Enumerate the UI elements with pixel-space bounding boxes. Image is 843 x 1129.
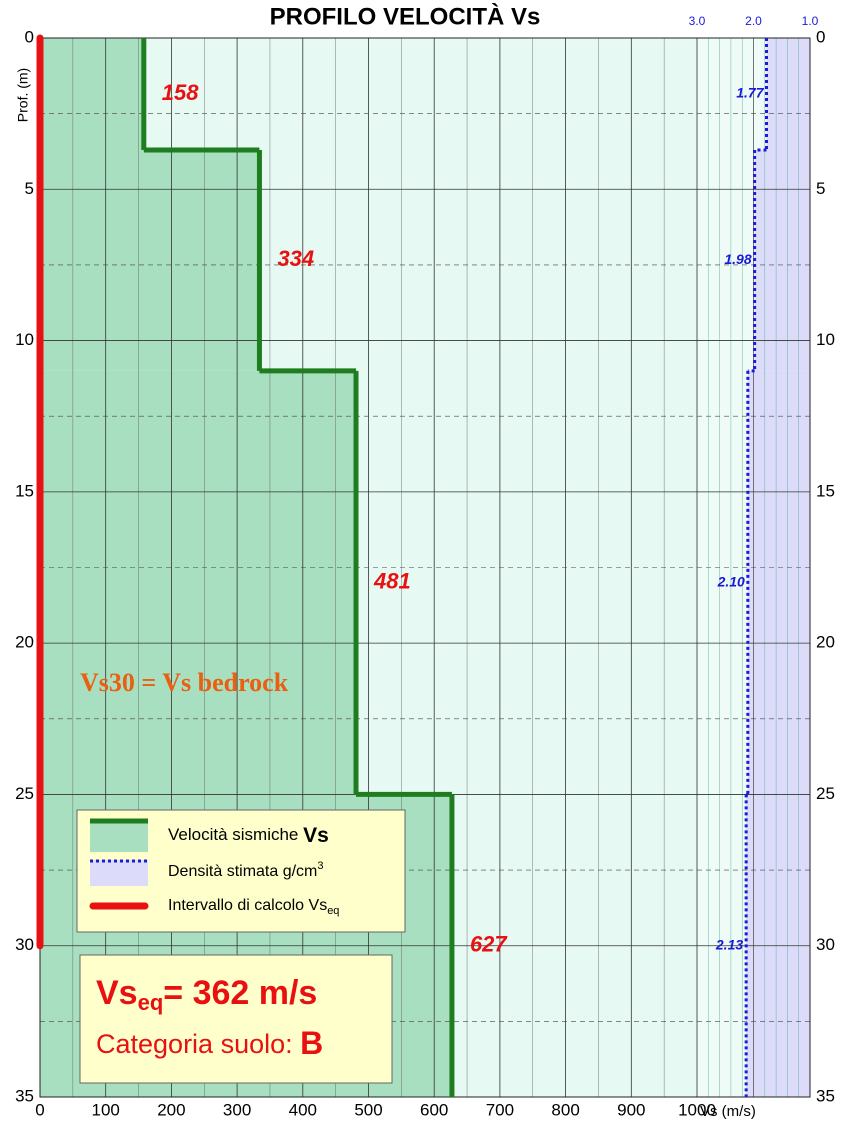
y-tick-label-right: 15: [816, 481, 835, 500]
x-tick-label: 500: [354, 1100, 382, 1119]
x-tick-label: 900: [617, 1100, 645, 1119]
annotation: Vs30 = Vs bedrock: [80, 668, 289, 697]
y-tick-label: 35: [15, 1086, 34, 1105]
result-box: [79, 954, 393, 1084]
vs-label: 627: [470, 932, 508, 957]
x-tick-label: 700: [486, 1100, 514, 1119]
result-value: Vseq= 362 m/s: [96, 974, 317, 1015]
result-sub: eq: [138, 990, 164, 1015]
result-category: Categoria suolo: B: [96, 1025, 323, 1061]
legend-text-bold: Vs: [303, 824, 329, 847]
x-tick-label: 600: [420, 1100, 448, 1119]
vs-label: 158: [162, 80, 199, 105]
y-tick-label-right: 10: [816, 330, 835, 349]
legend-entry: Intervallo di calcolo Vseq: [168, 897, 339, 917]
y-tick-label: 30: [15, 935, 34, 954]
legend-sub: eq: [327, 905, 339, 917]
vs-area: [40, 149, 260, 371]
y-tick-label-right: 35: [816, 1086, 835, 1105]
legend-sup: 3: [317, 860, 323, 872]
x2-tick-label: 2.0: [745, 14, 762, 28]
density-area: [747, 370, 810, 795]
vs-label: 334: [277, 246, 314, 271]
x-tick-label: 400: [289, 1100, 317, 1119]
y-tick-label: 15: [15, 481, 34, 500]
density-area: [754, 149, 810, 371]
density-label: 2.10: [717, 573, 745, 589]
legend-text: Densità stimata g/cm: [168, 863, 317, 880]
legend-swatch: [90, 820, 148, 852]
y-tick-label-right: 20: [816, 633, 835, 652]
category-label: Categoria suolo:: [96, 1029, 300, 1059]
y-tick-label-right: 5: [816, 179, 825, 198]
y-tick-label-right: 30: [816, 935, 835, 954]
density-area: [766, 38, 810, 150]
vs-area: [40, 370, 357, 795]
result-text: = 362 m/s: [163, 974, 317, 1012]
y-axis-label: Prof. (m): [15, 68, 31, 122]
y-tick-label: 20: [15, 633, 34, 652]
vs-label: 481: [373, 568, 411, 593]
x-tick-label: 300: [223, 1100, 251, 1119]
y-tick-label-right: 0: [816, 27, 825, 46]
x2-tick-label: 3.0: [689, 14, 706, 28]
x-tick-label: 800: [551, 1100, 579, 1119]
y-tick-label: 25: [15, 784, 34, 803]
y-tick-label: 10: [15, 330, 34, 349]
y-tick-label: 0: [25, 27, 34, 46]
density-label: 2.13: [715, 936, 743, 952]
chart-title: PROFILO VELOCITÀ Vs: [270, 2, 541, 30]
density-label: 1.77: [736, 85, 764, 101]
y-tick-label: 5: [25, 179, 34, 198]
vs-area: [40, 38, 144, 150]
result-name: Vs: [96, 974, 138, 1012]
legend-text: Velocità sismiche: [168, 825, 303, 844]
x-tick-label: 0: [35, 1100, 44, 1119]
x-tick-label: 100: [92, 1100, 120, 1119]
category-value: B: [300, 1025, 323, 1061]
legend-swatch: [90, 860, 148, 886]
y-tick-label-right: 25: [816, 784, 835, 803]
x2-tick-label: 1.0: [802, 14, 819, 28]
x-tick-label: 200: [157, 1100, 185, 1119]
density-label: 1.98: [724, 251, 751, 267]
x-tick-label: 1000: [678, 1100, 716, 1119]
legend-entry: Velocità sismiche Vs: [168, 824, 329, 847]
legend-entry: Densità stimata g/cm3: [168, 860, 324, 880]
legend-text: Intervallo di calcolo Vs: [168, 897, 327, 914]
x-axis-label: Vs (m/s): [700, 1103, 756, 1120]
